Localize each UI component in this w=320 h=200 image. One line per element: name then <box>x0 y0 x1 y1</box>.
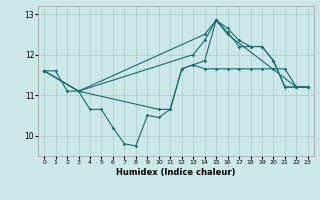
X-axis label: Humidex (Indice chaleur): Humidex (Indice chaleur) <box>116 168 236 177</box>
